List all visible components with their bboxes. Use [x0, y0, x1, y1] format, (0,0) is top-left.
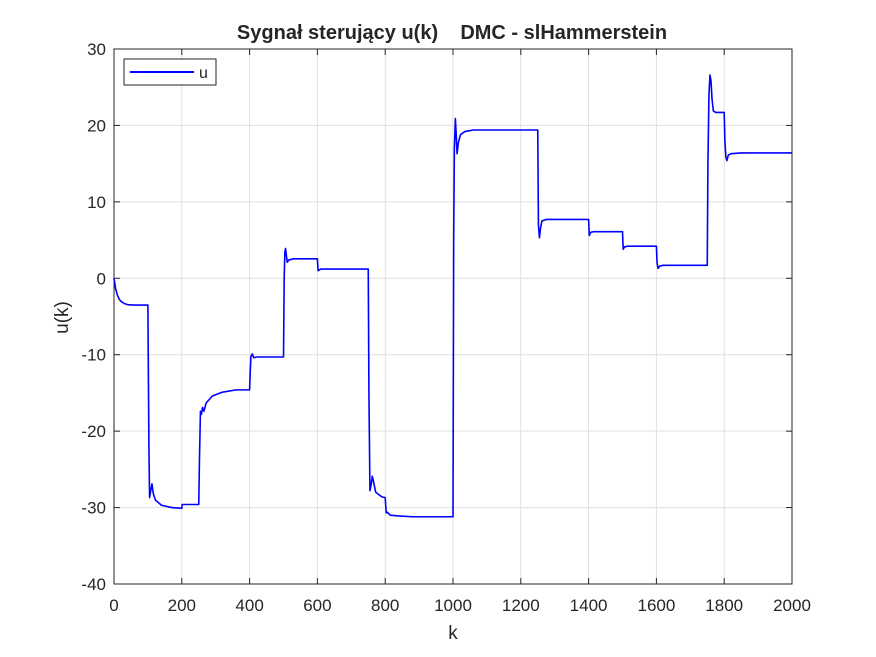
x-axis-label: k	[448, 623, 458, 644]
x-tick-label: 1200	[502, 596, 540, 615]
series-line-u	[113, 74, 792, 518]
x-tick-label: 0	[109, 596, 118, 615]
plot-frame	[113, 48, 793, 585]
y-axis-label: u(k)	[52, 301, 73, 334]
y-tick-label: 10	[87, 193, 106, 212]
series-layer	[113, 74, 792, 518]
x-tick-label: 400	[235, 596, 263, 615]
y-tick-label: -40	[81, 575, 106, 594]
x-tick-label: 1000	[434, 596, 472, 615]
x-tick-label: 800	[371, 596, 399, 615]
x-tick-label: 1600	[637, 596, 675, 615]
legend-entry-u: u	[199, 65, 208, 82]
tick-labels: 0 200 400 600 800 1000 1200 1400 1600 1800 2000-40…	[81, 40, 810, 615]
y-tick-label: 30	[87, 40, 106, 59]
legend: u	[123, 58, 217, 86]
y-tick-label: 20	[87, 116, 106, 135]
x-tick-label: 1400	[570, 596, 608, 615]
y-tick-label: -10	[81, 346, 106, 365]
y-tick-label: -20	[81, 422, 106, 441]
chart-title: Sygnał sterujący u(k) DMC - slHammerstei…	[237, 22, 667, 44]
y-tick-label: 0	[97, 269, 106, 288]
x-tick-label: 1800	[705, 596, 743, 615]
x-tick-label: 2000	[773, 596, 811, 615]
x-tick-label: 200	[168, 596, 196, 615]
y-tick-label: -30	[81, 499, 106, 518]
x-tick-label: 600	[303, 596, 331, 615]
